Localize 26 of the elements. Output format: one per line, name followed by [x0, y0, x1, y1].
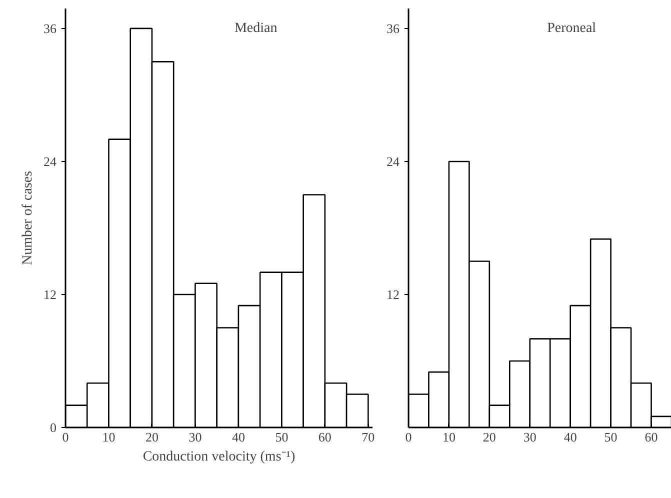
x-tick-label: 20: [482, 430, 496, 444]
x-tick-label: 60: [644, 430, 658, 444]
y-tick-label: 36: [44, 20, 57, 36]
x-tick-label: 0: [62, 430, 69, 444]
y-tick-label: 12: [386, 286, 400, 302]
x-tick-label: 30: [188, 430, 202, 444]
y-tick-label: 36: [386, 20, 400, 36]
y-axis-title: Number of cases: [20, 170, 36, 266]
x-tick-label: 0: [405, 430, 412, 444]
x-tick-label: 10: [442, 430, 456, 444]
x-tick-label: 10: [102, 430, 116, 444]
x-axis-title: Conduction velocity (ms⁻¹): [142, 450, 296, 464]
text: Median: [234, 20, 278, 36]
x-tick-label: 40: [232, 430, 245, 444]
x-tick-label: 40: [564, 430, 577, 444]
x-tick-label: 20: [145, 430, 158, 444]
text: Peroneal: [547, 20, 596, 36]
x-tick-label: 50: [604, 430, 618, 444]
y-tick-label: 12: [44, 286, 56, 302]
y-tick-label: 24: [386, 154, 400, 169]
y-tick-label: 0: [50, 420, 56, 435]
y-tick-label: 24: [44, 154, 57, 169]
x-tick-label: 60: [318, 430, 332, 444]
x-tick-label: 70: [362, 430, 375, 444]
x-tick-label: 30: [523, 430, 536, 444]
x-tick-label: 50: [275, 430, 288, 444]
